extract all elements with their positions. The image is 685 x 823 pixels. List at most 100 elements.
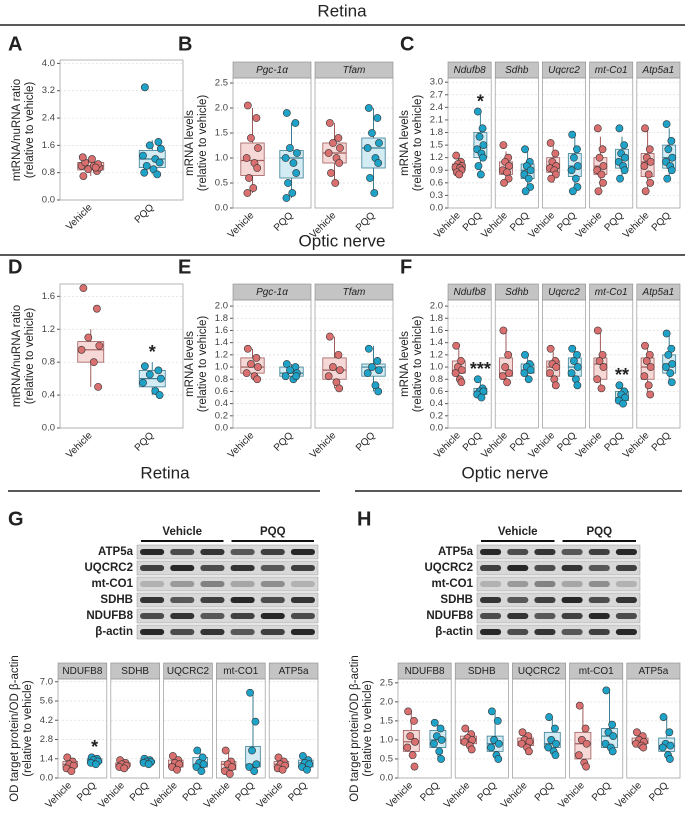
y-tick-label: 1.4 <box>40 753 53 764</box>
facet-title: mt-CO1 <box>579 666 614 677</box>
data-point <box>608 747 617 756</box>
blot-band <box>480 613 502 619</box>
data-point <box>667 378 676 387</box>
data-point <box>156 374 165 383</box>
x-tick-label: Vehicle <box>255 780 286 811</box>
y-tick-label: 2.4 <box>42 113 55 124</box>
data-point <box>78 153 87 162</box>
data-point <box>641 187 650 196</box>
data-point <box>243 101 252 110</box>
section-title: Optic nerve <box>462 463 549 482</box>
y-tick-label: 0.0 <box>215 203 228 214</box>
blot-band <box>561 629 583 635</box>
data-point <box>662 329 671 338</box>
x-tick-label: Vehicle <box>44 780 75 811</box>
data-point <box>595 153 604 162</box>
blot-band <box>140 629 165 635</box>
plot-frame <box>447 77 492 209</box>
blot-label: ATP5a <box>438 546 474 558</box>
x-tick-label: PQQ <box>650 430 674 454</box>
data-point <box>154 138 163 146</box>
facet-title: UQCRC2 <box>167 666 210 677</box>
y-tick-label: 1.2 <box>215 349 228 360</box>
data-point <box>252 760 261 769</box>
data-point <box>582 739 591 748</box>
blot-band <box>170 597 195 603</box>
blot-band <box>534 565 556 571</box>
facet-title: Ndufb8 <box>453 65 486 76</box>
x-tick-label: Vehicle <box>479 430 510 461</box>
y-tick-label: 1.0 <box>215 153 228 164</box>
blot-band <box>480 549 502 555</box>
data-point <box>139 151 147 160</box>
data-point <box>331 179 340 187</box>
data-point <box>430 739 438 748</box>
panel-letter: B <box>178 33 192 55</box>
blot-band <box>200 565 225 571</box>
blot-strip <box>136 560 319 576</box>
blot-band <box>480 565 502 571</box>
data-point <box>499 141 508 149</box>
blot-band <box>290 581 315 587</box>
data-point <box>278 765 287 774</box>
y-axis-label: (relative to vehicle) <box>197 316 209 413</box>
facet-title: NDUFB8 <box>62 666 102 677</box>
data-point <box>253 164 262 172</box>
blot-band <box>260 613 285 619</box>
data-point <box>145 370 154 379</box>
data-point <box>641 124 649 133</box>
data-point <box>84 165 93 174</box>
y-tick-label: 0.0 <box>40 773 53 784</box>
lane-label: PQQ <box>586 526 612 538</box>
x-tick-label: PQQ <box>590 780 614 804</box>
data-point <box>570 357 578 365</box>
data-point <box>567 369 576 378</box>
blot-band <box>230 581 255 587</box>
x-tick-label: Vehicle <box>64 430 95 461</box>
data-point <box>145 141 154 150</box>
data-point <box>252 354 261 362</box>
y-axis-label: mRNA levels <box>399 331 411 397</box>
significance: *** <box>470 359 491 379</box>
data-point <box>640 162 649 170</box>
blot-strip <box>136 576 319 592</box>
data-point <box>642 357 651 365</box>
y-tick-label: 0.2 <box>215 410 228 421</box>
data-point <box>467 745 476 754</box>
y-axis-label: (relative to vehicle) <box>362 680 374 777</box>
data-point <box>437 736 446 744</box>
data-point <box>281 154 290 162</box>
data-point <box>364 104 373 112</box>
data-point <box>324 372 333 381</box>
blot-band <box>507 581 529 587</box>
blot-band <box>507 597 529 603</box>
y-tick-label: 0.0 <box>430 423 443 434</box>
facet-title: NDUFB8 <box>405 666 445 677</box>
data-point <box>646 363 655 371</box>
facet-title: Pgc-1α <box>256 287 288 298</box>
data-point <box>154 366 163 375</box>
data-point <box>88 155 96 163</box>
plot-frame <box>59 59 184 201</box>
data-point <box>282 109 291 117</box>
y-tick-label: 1.2 <box>430 152 443 163</box>
data-point <box>335 384 344 393</box>
data-point <box>526 366 535 374</box>
plot-frame <box>59 283 184 429</box>
blot-label: UQCRC2 <box>84 562 133 574</box>
y-tick-label: 0.0 <box>380 773 393 784</box>
data-point <box>452 341 461 350</box>
y-axis-label: (relative to vehicle) <box>22 680 34 777</box>
y-tick-label: 1.8 <box>215 313 228 324</box>
x-tick-label: Vehicle <box>308 430 339 461</box>
blot-band <box>615 597 637 603</box>
plot-frame <box>626 678 681 779</box>
x-tick-label: Vehicle <box>479 210 510 241</box>
blot-label: mt-CO1 <box>91 578 133 590</box>
data-point <box>518 728 527 737</box>
blot-label: SDHB <box>440 594 473 606</box>
y-tick-label: 0.5 <box>380 753 393 764</box>
blot-band <box>615 549 637 555</box>
data-point <box>288 189 297 197</box>
facet-title: SDHB <box>468 666 496 677</box>
